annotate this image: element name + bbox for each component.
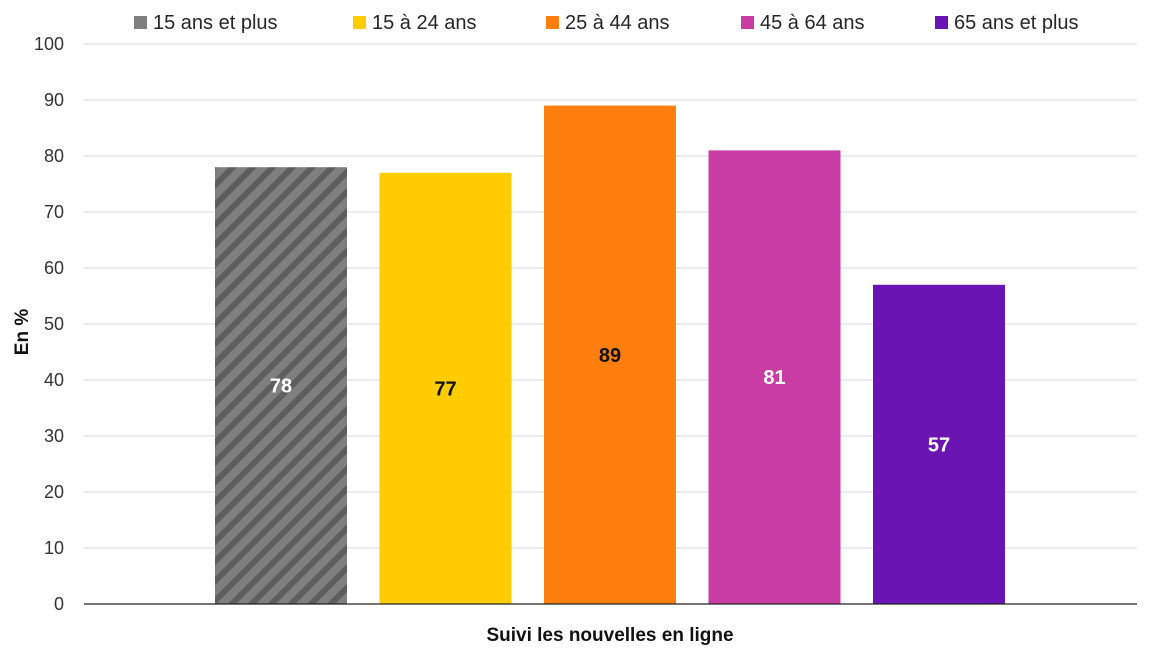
- bar-3: [544, 105, 676, 604]
- y-tick-label: 10: [44, 538, 64, 558]
- data-label: 81: [763, 367, 785, 389]
- bar-4: [708, 150, 841, 604]
- legend-label: 15 ans et plus: [153, 12, 278, 34]
- bar-1: [215, 167, 347, 604]
- y-tick-label: 20: [44, 482, 64, 502]
- legend-swatch: [546, 16, 559, 29]
- data-label: 78: [270, 376, 292, 398]
- y-tick-label: 0: [54, 594, 64, 614]
- y-tick-label: 80: [44, 146, 64, 166]
- y-tick-label: 50: [44, 314, 64, 334]
- legend-swatch: [134, 16, 147, 29]
- data-label: 77: [434, 378, 456, 400]
- x-axis-title: Suivi les nouvelles en ligne: [486, 625, 733, 646]
- legend-label: 65 ans et plus: [954, 12, 1079, 34]
- data-label: 89: [599, 345, 621, 367]
- y-axis-ticks: 0 10 20 30 40 50 60 70 80 90 100: [34, 34, 64, 614]
- bar-5: [873, 284, 1005, 604]
- legend-label: 45 à 64 ans: [760, 12, 865, 34]
- y-tick-label: 70: [44, 202, 64, 222]
- y-axis-title: En %: [12, 309, 33, 356]
- data-label: 57: [928, 434, 950, 456]
- y-tick-label: 40: [44, 370, 64, 390]
- y-tick-label: 60: [44, 258, 64, 278]
- y-tick-label: 100: [34, 34, 64, 54]
- bars: [215, 105, 1005, 605]
- legend-label: 25 à 44 ans: [565, 12, 670, 34]
- legend-swatch: [353, 16, 366, 29]
- data-labels: 78 77 89 81 57: [270, 345, 950, 457]
- legend: 15 ans et plus 15 à 24 ans 25 à 44 ans 45 à…: [134, 12, 1079, 34]
- bar-2: [379, 172, 512, 605]
- legend-swatch: [935, 16, 948, 29]
- legend-swatch: [741, 16, 754, 29]
- legend-label: 15 à 24 ans: [372, 12, 477, 34]
- y-tick-label: 90: [44, 90, 64, 110]
- y-tick-label: 30: [44, 426, 64, 446]
